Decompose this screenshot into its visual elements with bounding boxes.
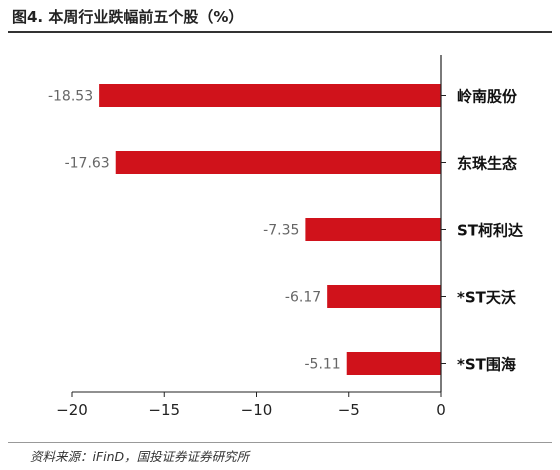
x-tick-label: −5 xyxy=(338,401,360,419)
chart-title: 图4. 本周行业跌幅前五个股（%） xyxy=(12,8,244,26)
data-label: -7.35 xyxy=(263,223,299,239)
data-label: -17.63 xyxy=(65,156,110,172)
title-rule xyxy=(8,31,552,33)
category-label: 东珠生态 xyxy=(457,155,517,173)
bar xyxy=(115,151,441,174)
category-label: ST柯利达 xyxy=(457,222,523,240)
x-tick-label: −15 xyxy=(148,401,180,419)
category-label: *ST天沃 xyxy=(457,289,516,307)
data-label: -18.53 xyxy=(48,89,93,105)
category-label: 岭南股份 xyxy=(457,88,518,106)
data-label: -6.17 xyxy=(285,290,321,306)
bar xyxy=(99,84,442,107)
bar xyxy=(327,285,441,308)
source-note: 资料来源：iFinD，国投证券证券研究所 xyxy=(30,449,250,464)
bar xyxy=(305,218,441,241)
x-tick-label: 0 xyxy=(436,401,446,419)
category-label: *ST围海 xyxy=(457,356,516,374)
data-label: -5.11 xyxy=(304,357,340,373)
x-tick-label: −10 xyxy=(241,401,273,419)
footer-rule xyxy=(8,442,552,443)
x-tick-label: −20 xyxy=(56,401,88,419)
bar xyxy=(346,352,441,375)
